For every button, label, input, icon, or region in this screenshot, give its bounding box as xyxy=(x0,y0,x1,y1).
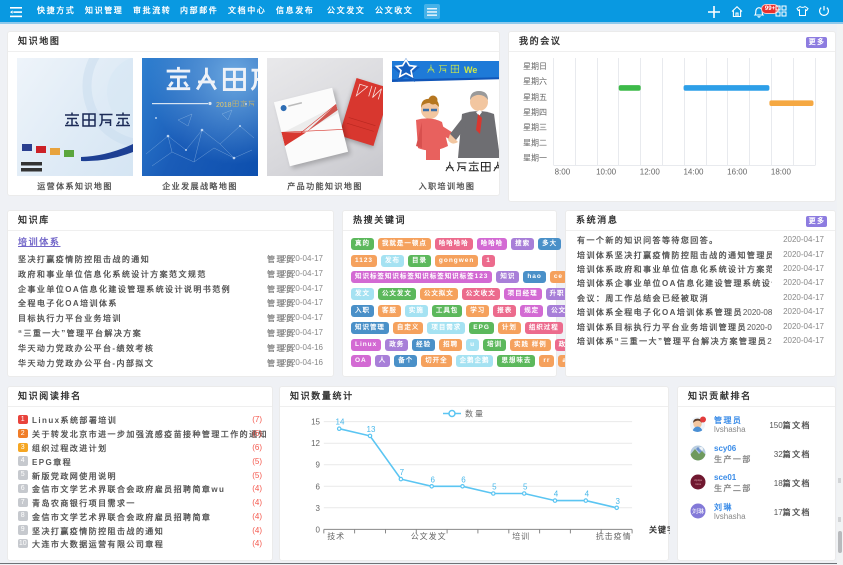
svg-text:15: 15 xyxy=(311,418,320,427)
svg-text:星期三: 星期三 xyxy=(523,123,547,132)
svg-text:6: 6 xyxy=(461,475,466,484)
svg-text:10:00: 10:00 xyxy=(596,168,617,177)
svg-text:12:00: 12:00 xyxy=(640,168,661,177)
svg-text:6: 6 xyxy=(430,475,435,484)
svg-text:4: 4 xyxy=(585,490,590,499)
svg-text:关键字: 关键字 xyxy=(649,525,670,535)
svg-text:3: 3 xyxy=(316,504,321,513)
svg-text:星期日: 星期日 xyxy=(523,62,547,71)
svg-text:miss: miss xyxy=(695,482,702,486)
svg-text:13: 13 xyxy=(367,425,376,434)
svg-text:18:00: 18:00 xyxy=(771,168,792,177)
svg-text:抗击疫情: 抗击疫情 xyxy=(596,531,632,541)
svg-text:2018: 2018 xyxy=(216,102,232,109)
svg-text:刘琳: 刘琳 xyxy=(692,508,704,516)
svg-text:培训: 培训 xyxy=(512,531,530,541)
svg-text:7: 7 xyxy=(400,468,405,477)
svg-text:4: 4 xyxy=(554,490,559,499)
svg-text:16:00: 16:00 xyxy=(727,168,748,177)
svg-text:5: 5 xyxy=(523,483,528,492)
svg-text:星期四: 星期四 xyxy=(523,108,547,117)
svg-text:14: 14 xyxy=(336,418,345,427)
svg-text:星期六: 星期六 xyxy=(523,76,547,86)
svg-text:技术: 技术 xyxy=(327,531,345,541)
svg-text:0: 0 xyxy=(316,525,321,534)
svg-text:12: 12 xyxy=(311,439,320,448)
svg-text:公文发文: 公文发文 xyxy=(411,531,447,541)
svg-text:9: 9 xyxy=(316,461,321,470)
svg-text:clplqa: clplqa xyxy=(694,478,702,482)
svg-text:数量: 数量 xyxy=(465,409,485,419)
svg-text:6: 6 xyxy=(316,482,321,491)
svg-text:14:00: 14:00 xyxy=(683,168,704,177)
svg-text:8:00: 8:00 xyxy=(555,168,571,177)
svg-text:5: 5 xyxy=(492,483,497,492)
svg-text:星期一: 星期一 xyxy=(523,154,547,163)
svg-text:We: We xyxy=(464,65,477,75)
svg-text:3: 3 xyxy=(615,497,620,506)
svg-text:星期五: 星期五 xyxy=(523,93,547,102)
svg-text:星期二: 星期二 xyxy=(523,139,547,148)
